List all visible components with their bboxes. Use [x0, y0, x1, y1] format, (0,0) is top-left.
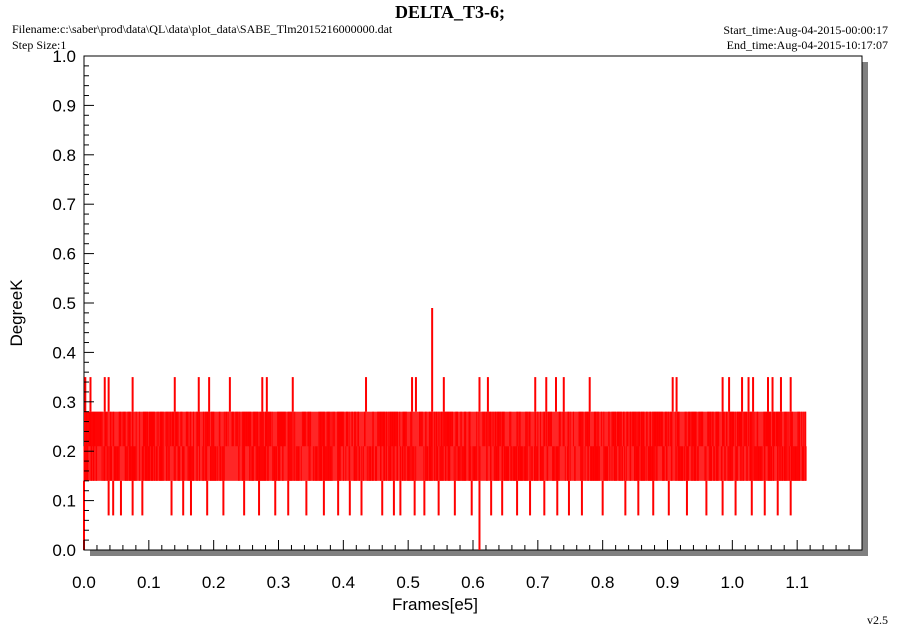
end-time-label: End_time:Aug-04-2015-10:17:07 — [726, 38, 888, 52]
x-tick-label: 0.1 — [137, 573, 161, 592]
y-tick-label: 0.8 — [52, 146, 76, 165]
series-band — [84, 411, 807, 481]
y-tick-label: 1.0 — [52, 47, 76, 66]
y-tick-label: 0.2 — [52, 442, 76, 461]
y-tick-label: 0.6 — [52, 245, 76, 264]
series-layer — [83, 307, 807, 550]
x-tick-label: 0.8 — [591, 573, 615, 592]
chart-title: DELTA_T3-6; — [394, 2, 506, 22]
version-label: v2.5 — [867, 613, 888, 627]
x-tick-label: 0.3 — [267, 573, 291, 592]
y-tick-label: 0.5 — [52, 294, 76, 313]
x-axis-label: Frames[e5] — [392, 595, 478, 614]
y-tick-label: 0.3 — [52, 393, 76, 412]
x-tick-label: 0.6 — [461, 573, 485, 592]
x-tick-label: 1.1 — [785, 573, 809, 592]
axis-layer: 0.0 0.1 0.2 0.3 0.4 0.5 0.6 0.7 0.8 0.9 1.0 0.0 0.1 0… — [52, 47, 850, 592]
x-tick-label: 0.0 — [72, 573, 96, 592]
step-size-label: Step Size:1 — [12, 38, 67, 52]
x-tick-label: 0.2 — [202, 573, 226, 592]
x-tick-label: 0.5 — [396, 573, 420, 592]
x-tick-label: 1.0 — [721, 573, 745, 592]
filename-label: Filename:c:\saber\prod\data\QL\data\plot… — [12, 22, 393, 36]
y-axis-label: DegreeK — [7, 279, 26, 347]
x-tick-label: 0.7 — [526, 573, 550, 592]
y-tick-label: 0.0 — [52, 541, 76, 560]
y-tick-label: 0.7 — [52, 195, 76, 214]
start-time-label: Start_time:Aug-04-2015-00:00:17 — [723, 23, 888, 37]
y-tick-label: 0.9 — [52, 96, 76, 115]
y-tick-label: 0.1 — [52, 492, 76, 511]
x-tick-label: 0.9 — [656, 573, 680, 592]
y-tick-label: 0.4 — [52, 343, 76, 362]
x-tick-label: 0.4 — [332, 573, 356, 592]
